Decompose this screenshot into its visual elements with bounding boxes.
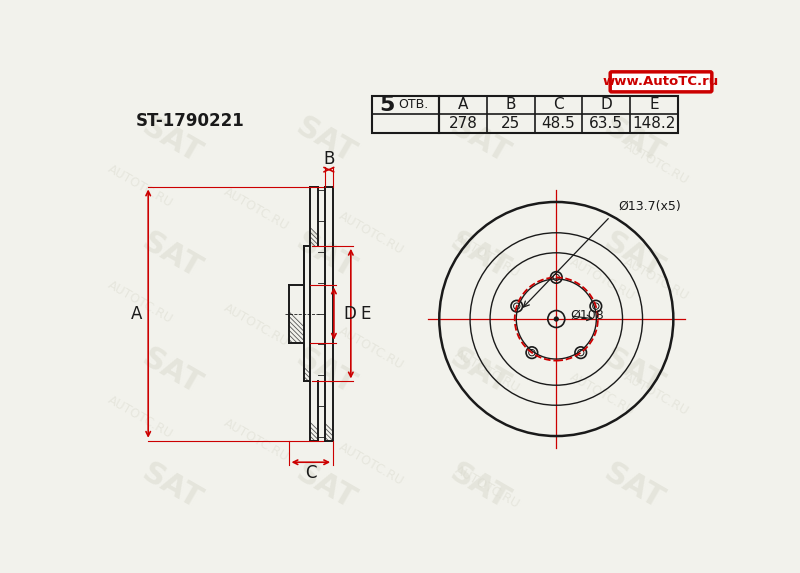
Text: AUTOTC.RU: AUTOTC.RU — [622, 371, 691, 418]
Text: 278: 278 — [449, 116, 478, 131]
Text: AUTOTC.RU: AUTOTC.RU — [106, 163, 175, 210]
Text: SAT: SAT — [444, 343, 514, 400]
Text: Ø108: Ø108 — [570, 309, 604, 321]
Circle shape — [554, 317, 558, 321]
Text: SAT: SAT — [598, 227, 668, 284]
Text: AUTOTC.RU: AUTOTC.RU — [221, 417, 291, 465]
Text: AUTOTC.RU: AUTOTC.RU — [568, 255, 638, 303]
Text: AUTOTC.RU: AUTOTC.RU — [452, 347, 522, 395]
Text: 48.5: 48.5 — [542, 116, 575, 131]
Text: 148.2: 148.2 — [633, 116, 676, 131]
Text: E: E — [360, 305, 370, 323]
Text: SAT: SAT — [290, 227, 360, 284]
Text: A: A — [458, 97, 468, 112]
Text: B: B — [323, 150, 334, 168]
Text: AUTOTC.RU: AUTOTC.RU — [337, 324, 406, 372]
Text: AUTOTC.RU: AUTOTC.RU — [452, 232, 522, 280]
FancyBboxPatch shape — [610, 72, 712, 92]
Text: 63.5: 63.5 — [590, 116, 623, 131]
Text: E: E — [650, 97, 659, 112]
Bar — [439, 96, 678, 133]
Text: SAT: SAT — [136, 112, 206, 169]
Text: SAT: SAT — [136, 227, 206, 284]
Text: SAT: SAT — [598, 343, 668, 400]
Text: AUTOTC.RU: AUTOTC.RU — [568, 371, 638, 418]
Text: A: A — [131, 305, 142, 323]
Text: AUTOTC.RU: AUTOTC.RU — [622, 140, 691, 187]
Text: SAT: SAT — [290, 343, 360, 400]
Text: C: C — [554, 97, 564, 112]
Text: B: B — [506, 97, 516, 112]
Text: AUTOTC.RU: AUTOTC.RU — [221, 186, 291, 234]
Text: AUTOTC.RU: AUTOTC.RU — [221, 301, 291, 349]
Text: SAT: SAT — [136, 458, 206, 516]
Text: AUTOTC.RU: AUTOTC.RU — [337, 209, 406, 257]
Text: SAT: SAT — [290, 112, 360, 169]
Text: SAT: SAT — [598, 112, 668, 169]
Text: D: D — [601, 97, 612, 112]
Text: AUTOTC.RU: AUTOTC.RU — [622, 255, 691, 303]
Text: SAT: SAT — [444, 112, 514, 169]
Text: SAT: SAT — [444, 458, 514, 516]
Text: AUTOTC.RU: AUTOTC.RU — [452, 463, 522, 511]
Text: www.AutoTC.ru: www.AutoTC.ru — [603, 76, 719, 88]
Text: D: D — [343, 305, 356, 323]
Text: AUTOTC.RU: AUTOTC.RU — [106, 278, 175, 326]
Text: 25: 25 — [502, 116, 521, 131]
Text: Ø13.7(x5): Ø13.7(x5) — [618, 200, 681, 213]
Text: SAT: SAT — [444, 227, 514, 284]
Text: AUTOTC.RU: AUTOTC.RU — [106, 394, 175, 441]
Text: SAT: SAT — [136, 343, 206, 400]
Bar — [371, 96, 439, 133]
Text: SAT: SAT — [290, 458, 360, 516]
Text: ОТВ.: ОТВ. — [398, 99, 429, 112]
Text: 5: 5 — [379, 95, 394, 115]
Text: ST-1790221: ST-1790221 — [136, 112, 245, 130]
Text: C: C — [305, 464, 317, 482]
Text: SAT: SAT — [598, 458, 668, 516]
Text: AUTOTC.RU: AUTOTC.RU — [337, 440, 406, 488]
